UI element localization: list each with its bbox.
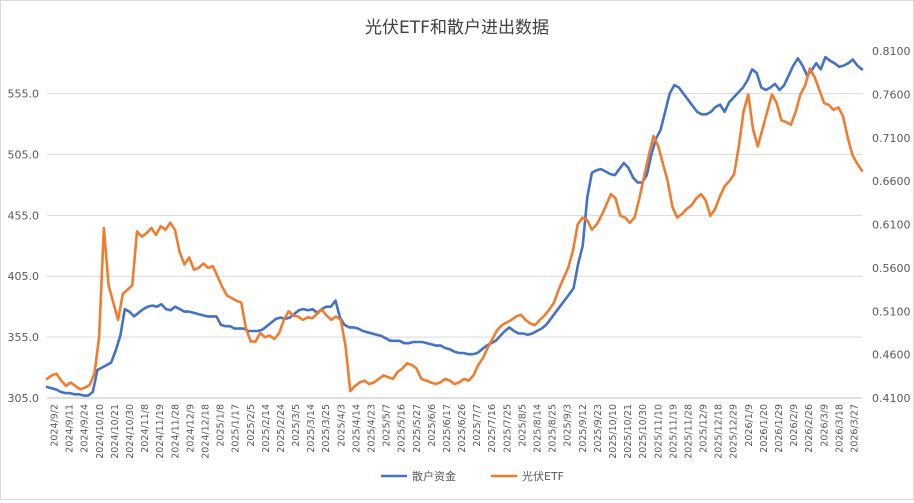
y-right-tick-label: 0.6100	[872, 219, 911, 232]
chart-title: 光伏ETF和散户进出数据	[365, 18, 549, 38]
x-tick-label: 2025/10/30	[638, 404, 649, 459]
x-tick-label: 2025/3/5	[291, 404, 302, 447]
y-axis-left: 305.0 355.0 405.0 455.0 505.0 555.0	[8, 88, 40, 405]
x-tick-label: 2025/1/8	[216, 404, 227, 447]
x-tick-label: 2025/1/17	[231, 404, 242, 453]
x-tick-label: 2024/11/19	[155, 404, 166, 459]
legend-label: 光伏ETF	[522, 469, 564, 483]
x-tick-label: 2026/3/27	[849, 404, 860, 453]
x-tick-label: 2025/4/14	[351, 404, 362, 453]
x-tick-label: 2024/10/10	[95, 404, 106, 459]
x-tick-label: 2025/7/7	[472, 404, 483, 447]
y-right-tick-label: 0.4100	[872, 392, 911, 405]
x-tick-label: 2026/1/9	[744, 404, 755, 447]
x-axis: 2024/9/2 2024/9/11 2024/9/24 2024/10/10 2024…	[47, 397, 862, 459]
x-tick-label: 2025/6/6	[427, 404, 438, 447]
x-tick-label: 2026/2/9	[789, 404, 800, 447]
x-tick-label: 2025/9/23	[593, 404, 604, 453]
x-tick-label: 2025/6/17	[442, 404, 453, 453]
x-tick-label: 2025/8/5	[517, 404, 528, 447]
y-left-tick-label: 405.0	[8, 270, 40, 283]
x-tick-label: 2024/9/11	[65, 404, 76, 453]
x-tick-label: 2025/11/19	[668, 404, 679, 459]
x-tick-label: 2025/12/18	[714, 404, 725, 459]
x-tick-label: 2025/5/7	[382, 404, 393, 447]
x-tick-label: 2025/2/5	[246, 404, 257, 447]
y-left-tick-label: 305.0	[8, 392, 40, 405]
y-right-tick-label: 0.8100	[872, 45, 911, 58]
x-tick-label: 2025/10/10	[608, 404, 619, 459]
x-tick-label: 2025/11/10	[653, 404, 664, 459]
y-right-tick-label: 0.7600	[872, 88, 911, 101]
x-tick-label: 2025/2/24	[276, 404, 287, 453]
x-tick-label: 2024/12/9	[185, 404, 196, 453]
y-right-tick-label: 0.7100	[872, 132, 911, 145]
x-tick-label: 2025/3/14	[306, 404, 317, 453]
x-tick-label: 2026/1/20	[759, 404, 770, 453]
x-tick-label: 2024/10/30	[125, 404, 136, 459]
x-tick-label: 2025/8/25	[548, 404, 559, 453]
y-right-tick-label: 0.5100	[872, 305, 911, 318]
x-tick-label: 2025/11/28	[683, 404, 694, 459]
series-line-pv-etf	[45, 67, 864, 393]
x-tick-label: 2025/5/27	[412, 404, 423, 453]
x-tick-label: 2025/5/16	[397, 404, 408, 453]
x-tick-label: 2025/7/25	[502, 404, 513, 453]
x-tick-label: 2026/3/9	[819, 404, 830, 447]
y-left-tick-label: 505.0	[8, 148, 40, 161]
y-left-tick-label: 555.0	[8, 88, 40, 101]
y-left-tick-label: 355.0	[8, 331, 40, 344]
x-tick-label: 2025/2/14	[261, 404, 272, 453]
x-tick-label: 2025/4/23	[366, 404, 377, 453]
legend: 散户资金 光伏ETF	[381, 469, 564, 483]
x-tick-label: 2025/7/16	[487, 404, 498, 453]
series-layer	[45, 55, 864, 397]
series-line-retail-funds	[45, 55, 864, 397]
legend-label: 散户资金	[412, 469, 456, 483]
y-right-tick-label: 0.5600	[872, 262, 911, 275]
x-tick-label: 2026/2/26	[804, 404, 815, 453]
x-tick-label: 2026/3/18	[834, 404, 845, 453]
x-tick-label: 2025/12/9	[699, 404, 710, 453]
x-tick-label: 2025/12/29	[729, 404, 740, 459]
x-tick-label: 2024/11/8	[140, 404, 151, 453]
y-axis-right: 0.4100 0.4600 0.5100 0.5600 0.6100 0.6600 0.71…	[872, 45, 911, 405]
x-tick-label: 2024/9/2	[50, 404, 61, 447]
x-tick-label: 2025/10/21	[623, 404, 634, 459]
x-tick-label: 2025/8/14	[533, 404, 544, 453]
y-right-tick-label: 0.6600	[872, 175, 911, 188]
x-tick-label: 2025/4/3	[336, 404, 347, 447]
x-tick-label: 2026/1/29	[774, 404, 785, 453]
x-tick-label: 2024/10/21	[110, 404, 121, 459]
x-tick-label: 2025/9/3	[563, 404, 574, 447]
x-tick-label: 2025/9/12	[578, 404, 589, 453]
x-tick-label: 2025/3/25	[321, 404, 332, 453]
y-right-tick-label: 0.4600	[872, 349, 911, 362]
x-tick-label: 2025/6/26	[457, 404, 468, 453]
x-tick-label: 2024/11/28	[170, 404, 181, 459]
x-tick-label: 2024/12/18	[200, 404, 211, 459]
y-left-tick-label: 455.0	[8, 209, 40, 222]
x-tick-label: 2024/9/24	[80, 404, 91, 453]
